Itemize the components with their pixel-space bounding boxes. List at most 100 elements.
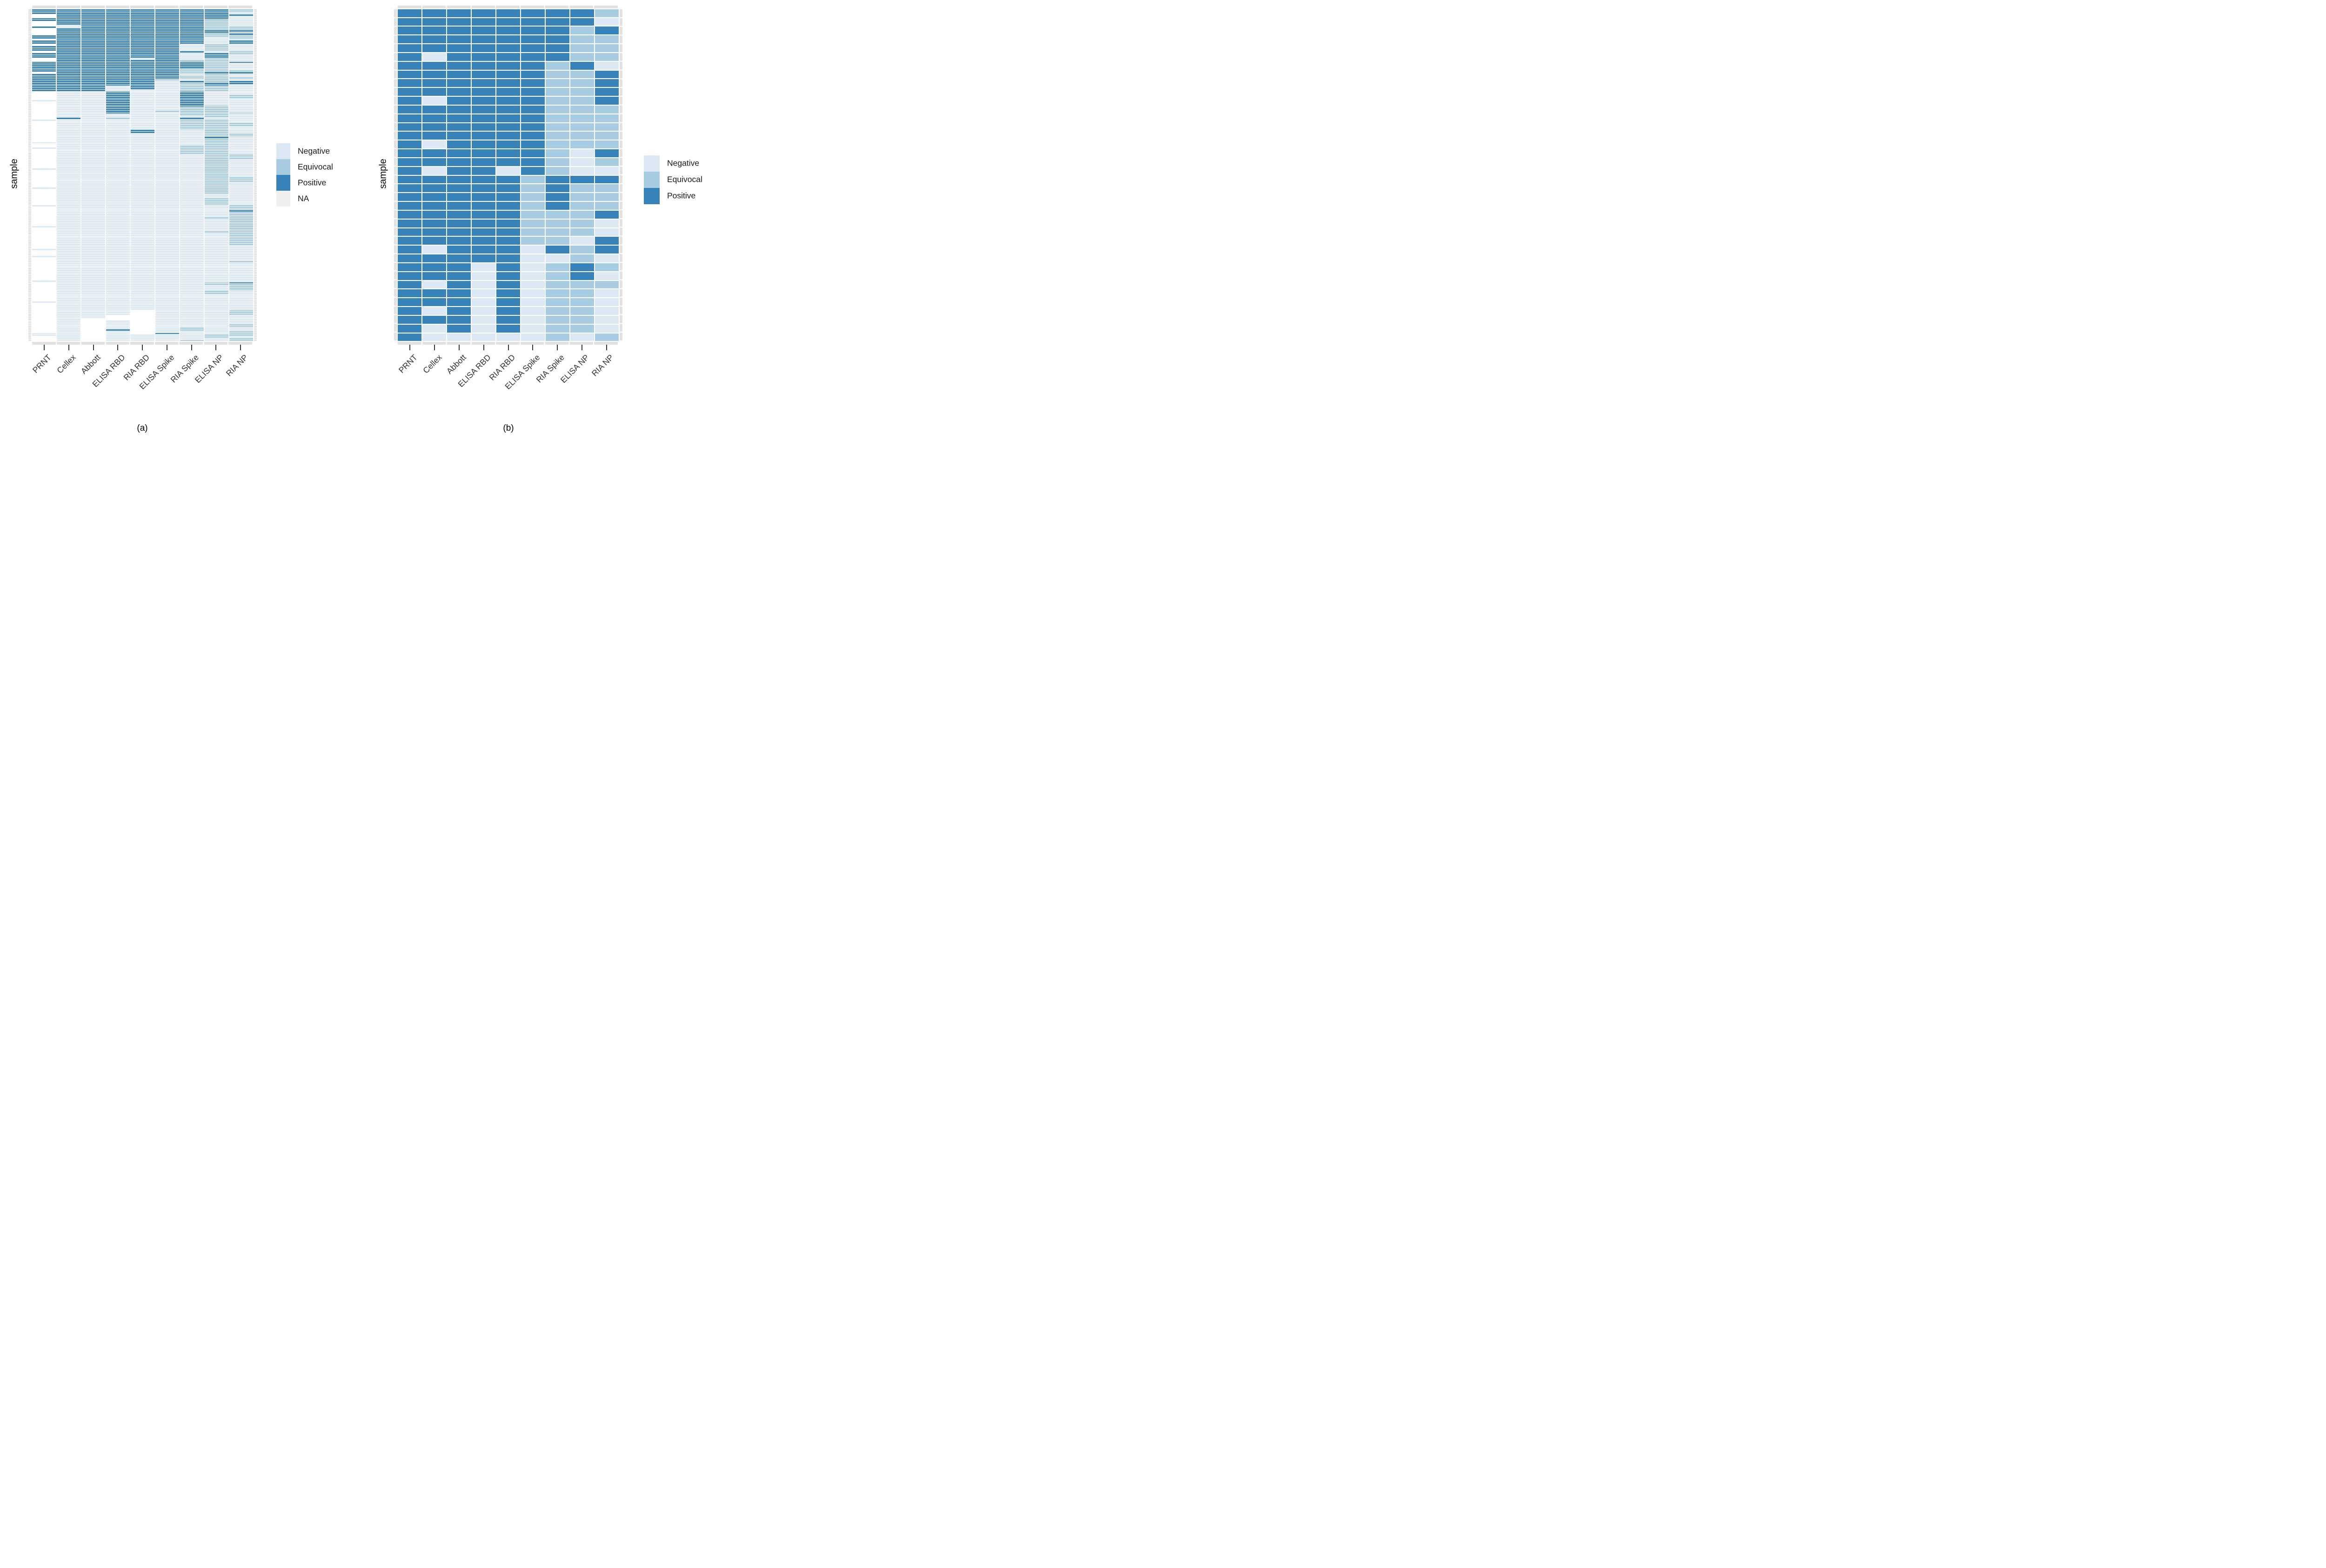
heatmap-cell [81, 35, 105, 37]
heatmap-cell [81, 319, 105, 320]
heatmap-cell [32, 236, 56, 238]
heatmap-cell [130, 135, 154, 137]
heatmap-cell [106, 65, 130, 67]
heatmap-cell [106, 326, 130, 327]
heatmap-cell [204, 54, 228, 56]
heatmap-cell [56, 222, 80, 224]
heatmap-cell [180, 46, 204, 47]
heatmap-cell [447, 333, 471, 341]
heatmap-cell [570, 9, 594, 17]
heatmap-cell [204, 75, 228, 77]
legend-label: Equivocal [667, 174, 702, 184]
heatmap-cell [204, 40, 228, 42]
heatmap-cell [130, 133, 154, 135]
heatmap-cell [180, 310, 204, 312]
heatmap-cell [472, 9, 495, 17]
heatmap-cell [204, 170, 228, 172]
heatmap-cell [81, 231, 105, 233]
heatmap-cell [229, 196, 253, 198]
heatmap-cell [180, 340, 204, 341]
heatmap-cell [106, 37, 130, 39]
heatmap-cell [130, 320, 154, 322]
heatmap-panel-a: PRNT Cellex Abbott ELISA RBD RIA RBD ELISA Sp… [28, 5, 257, 391]
heatmap-cell [155, 73, 179, 75]
heatmap-cell [56, 322, 80, 324]
heatmap-cell [106, 205, 130, 207]
heatmap-cell [229, 167, 253, 168]
heatmap-cell [204, 11, 228, 13]
heatmap-cell [32, 63, 56, 65]
heatmap-cell [204, 123, 228, 125]
heatmap-cell [81, 49, 105, 51]
heatmap-cell [204, 280, 228, 282]
heatmap-cell [570, 193, 594, 201]
heatmap-cell [447, 263, 471, 271]
heatmap-cell [595, 175, 619, 184]
heatmap-cell [155, 14, 179, 16]
heatmap-cell [447, 97, 471, 105]
heatmap-cell [106, 186, 130, 187]
heatmap-cell [56, 89, 80, 91]
heatmap-cell [180, 79, 204, 80]
heatmap-cell [546, 228, 569, 236]
heatmap-cell [106, 340, 130, 341]
heatmap-cell [472, 27, 495, 35]
heatmap-cell [32, 233, 56, 234]
heatmap-cell [204, 70, 228, 72]
heatmap-cell [180, 263, 204, 264]
heatmap-cell [398, 254, 421, 262]
heatmap-cell [155, 126, 179, 128]
heatmap-cell [56, 91, 80, 93]
heatmap-cell [32, 254, 56, 256]
heatmap-cell [447, 167, 471, 175]
heatmap-cell [229, 119, 253, 121]
heatmap-cell [32, 307, 56, 308]
heatmap-cell [180, 266, 204, 268]
heatmap-cell [32, 186, 56, 187]
heatmap-cell [32, 144, 56, 146]
heatmap-cell [204, 177, 228, 179]
heatmap-cell [180, 119, 204, 121]
heatmap-cell [229, 163, 253, 165]
heatmap-cell [229, 329, 253, 331]
x-axis-tick [43, 344, 45, 350]
heatmap-cell [229, 208, 253, 210]
heatmap-cell [81, 79, 105, 80]
heatmap-cell [229, 324, 253, 326]
heatmap-cell [81, 271, 105, 273]
heatmap-cell [472, 79, 495, 87]
heatmap-cell [546, 193, 569, 201]
heatmap-cell [180, 236, 204, 238]
heatmap-cell [56, 315, 80, 317]
heatmap-cell [106, 226, 130, 227]
heatmap-cell [180, 63, 204, 65]
heatmap-cell [398, 298, 421, 307]
heatmap-cell [32, 13, 56, 14]
heatmap-cell [204, 245, 228, 247]
heatmap-cell [81, 137, 105, 139]
heatmap-cell [180, 40, 204, 42]
heatmap-cell [180, 121, 204, 123]
heatmap-cell [472, 158, 495, 166]
heatmap-cell [130, 296, 154, 298]
heatmap-cell [570, 219, 594, 227]
heatmap-cell [32, 153, 56, 154]
heatmap-cell [422, 70, 446, 79]
heatmap-cell [106, 175, 130, 177]
heatmap-cell [180, 95, 204, 96]
heatmap-cell [81, 63, 105, 65]
heatmap-cell [155, 289, 179, 291]
heatmap-cell [204, 80, 228, 82]
heatmap-cell [81, 315, 105, 317]
heatmap-cell [204, 77, 228, 79]
heatmap-cell [130, 82, 154, 84]
heatmap-cell [56, 224, 80, 226]
heatmap-cell [180, 203, 204, 205]
heatmap-cell [204, 270, 228, 271]
heatmap-cell [106, 319, 130, 320]
heatmap-cell [155, 222, 179, 224]
heatmap-cell [204, 256, 228, 257]
heatmap-cell [398, 88, 421, 96]
heatmap-cell [180, 146, 204, 147]
heatmap-cell [32, 249, 56, 250]
